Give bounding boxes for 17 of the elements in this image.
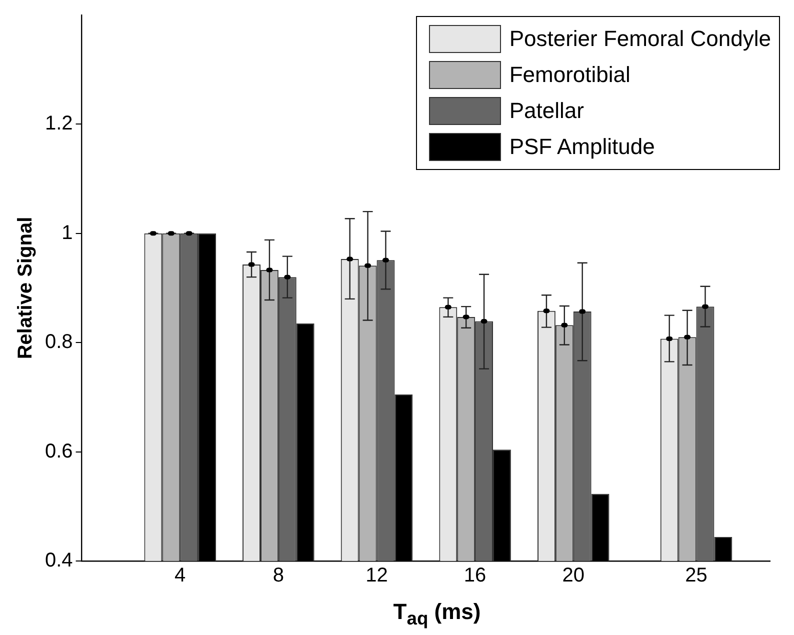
- x-tick-label: 25: [685, 564, 708, 587]
- y-tick-label: 1: [62, 222, 73, 244]
- x-tick-label: 8: [272, 564, 284, 587]
- y-tick-label: 1.2: [44, 112, 73, 135]
- y-tick-label: 0.8: [44, 331, 73, 354]
- legend-label: Patellar: [509, 97, 584, 125]
- x-axis-title: T$_{aq}$ (ms): [392, 598, 482, 629]
- x-tick-label: 4: [174, 564, 186, 587]
- x-tick-label: 12: [366, 564, 388, 587]
- y-tick-label: 0.4: [44, 550, 73, 572]
- legend-label: Femorotibial: [509, 61, 630, 89]
- x-tick-label: 20: [562, 564, 584, 587]
- legend-label: Posterier Femoral Condyle: [509, 25, 771, 53]
- y-axis-title: Relative Signal: [14, 216, 37, 360]
- x-tick-label: 16: [464, 564, 486, 587]
- y-tick-label: 0.6: [44, 440, 73, 462]
- legend-label: PSF Amplitude: [509, 133, 655, 161]
